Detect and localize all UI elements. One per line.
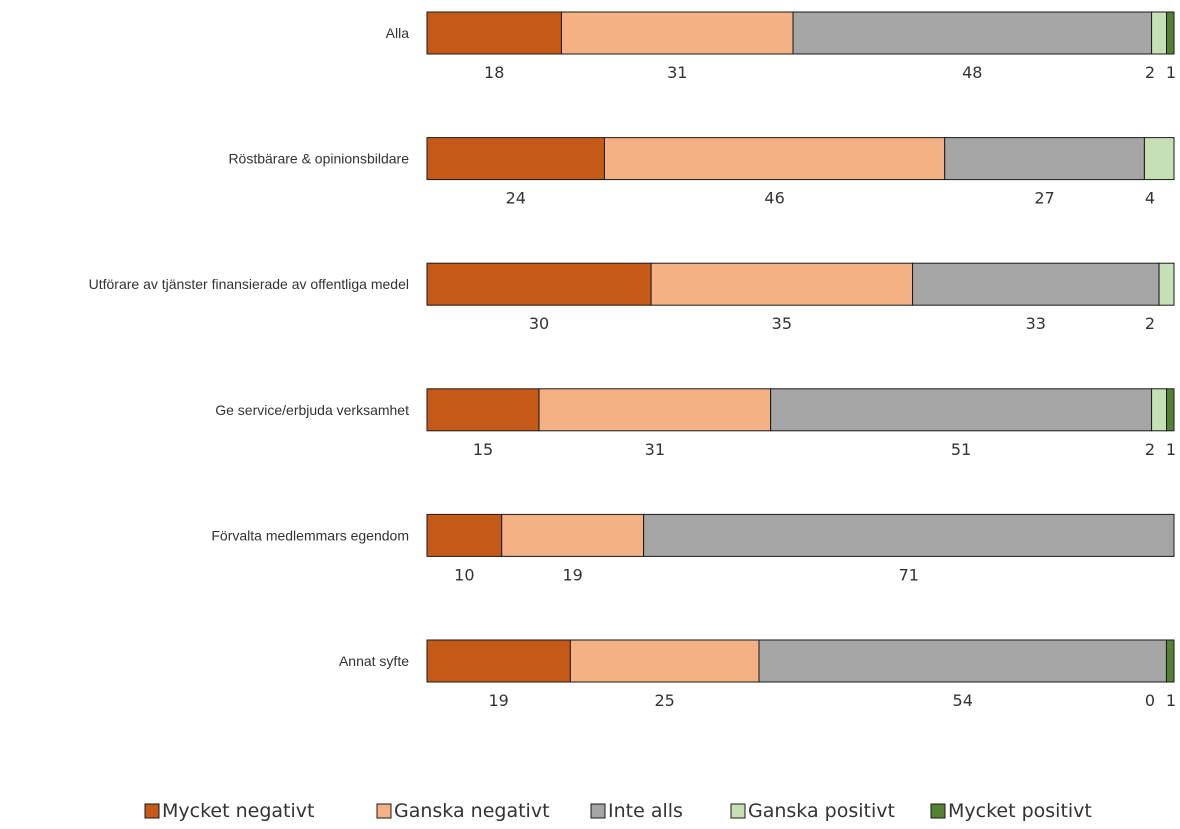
legend-label-ganska-negativt: Ganska negativt [394,800,550,822]
value-label-mycket-positivt-annat-syfte: 1 [1166,691,1176,710]
value-label-mycket-negativt-forvalta-medlemmars-egendom: 10 [454,565,474,584]
value-label-inte-alls-alla: 48 [962,63,982,82]
bar-mycket-positivt-ge-service-erbjuda-verksamhet [1166,388,1175,432]
value-label-mycket-negativt-ge-service-erbjuda-verksamhet: 15 [473,440,493,459]
value-label-mycket-negativt-annat-syfte: 19 [489,691,509,710]
value-label-mycket-negativt-utforare-av-tjanster-finansierade-av-offentliga-medel: 30 [529,314,549,333]
value-label-ganska-negativt-utforare-av-tjanster-finansierade-av-offentliga-medel: 35 [772,314,792,333]
value-label-inte-alls-utforare-av-tjanster-finansierade-av-offentliga-medel: 33 [1026,314,1046,333]
value-label-mycket-positivt-ge-service-erbjuda-verksamhet: 1 [1166,440,1176,459]
category-label-utforare-av-tjanster-finansierade-av-offentliga-medel: Utförare av tjänster finansierade av off… [89,276,409,292]
legend-swatch-ganska-negativt [376,803,392,819]
bar-ganska-negativt-annat-syfte [569,639,760,683]
legend-swatch-ganska-positivt [730,803,746,819]
value-label-inte-alls-forvalta-medlemmars-egendom: 71 [899,565,919,584]
value-label-ganska-negativt-rostbarare-opinionsbildare: 46 [764,189,784,208]
bar-mycket-positivt-alla [1166,11,1175,55]
value-label-ganska-positivt-rostbarare-opinionsbildare: 4 [1145,189,1155,208]
bar-ganska-negativt-alla [560,11,794,55]
category-label-rostbarare-opinionsbildare: Röstbärare & opinionsbildare [228,151,409,167]
category-label-forvalta-medlemmars-egendom: Förvalta medlemmars egendom [211,527,409,543]
bar-mycket-positivt-annat-syfte [1165,639,1175,683]
bar-inte-alls-ge-service-erbjuda-verksamhet [770,388,1153,432]
bar-inte-alls-rostbarare-opinionsbildare [944,137,1145,181]
value-label-ganska-positivt-alla: 2 [1145,63,1155,82]
legend-swatch-mycket-positivt [930,803,946,819]
value-label-ganska-positivt-ge-service-erbjuda-verksamhet: 2 [1145,440,1155,459]
bar-ganska-positivt-alla [1151,11,1168,55]
bar-ganska-negativt-utforare-av-tjanster-finansierade-av-offentliga-medel [650,262,914,306]
bar-mycket-negativt-ge-service-erbjuda-verksamhet [426,388,540,432]
bar-inte-alls-forvalta-medlemmars-egendom [643,513,1175,557]
bar-mycket-negativt-rostbarare-opinionsbildare [426,137,606,181]
bar-mycket-negativt-alla [426,11,562,55]
legend-label-inte-alls: Inte alls [608,800,683,822]
legend-swatch-inte-alls [590,803,606,819]
legend-label-ganska-positivt: Ganska positivt [748,800,895,822]
value-label-ganska-positivt-annat-syfte: 0 [1145,691,1155,710]
bar-ganska-positivt-utforare-av-tjanster-finansierade-av-offentliga-medel [1158,262,1175,306]
value-label-ganska-negativt-ge-service-erbjuda-verksamhet: 31 [645,440,665,459]
value-label-ganska-positivt-utforare-av-tjanster-finansierade-av-offentliga-medel: 2 [1145,314,1155,333]
value-label-mycket-negativt-rostbarare-opinionsbildare: 24 [506,189,526,208]
bar-ganska-negativt-forvalta-medlemmars-egendom [501,513,645,557]
bar-ganska-negativt-ge-service-erbjuda-verksamhet [538,388,772,432]
value-label-ganska-negativt-forvalta-medlemmars-egendom: 19 [562,565,582,584]
bar-inte-alls-annat-syfte [758,639,1167,683]
category-label-annat-syfte: Annat syfte [339,653,409,669]
bar-ganska-positivt-ge-service-erbjuda-verksamhet [1151,388,1168,432]
bar-mycket-negativt-annat-syfte [426,639,571,683]
bar-ganska-positivt-rostbarare-opinionsbildare [1143,137,1175,181]
category-label-alla: Alla [386,25,410,41]
value-label-mycket-positivt-alla: 1 [1166,63,1176,82]
category-label-ge-service-erbjuda-verksamhet: Ge service/erbjuda verksamhet [215,402,409,418]
value-label-inte-alls-ge-service-erbjuda-verksamhet: 51 [951,440,971,459]
value-label-mycket-negativt-alla: 18 [484,63,504,82]
value-label-ganska-negativt-annat-syfte: 25 [655,691,675,710]
legend-swatch-mycket-negativt [144,803,160,819]
value-label-ganska-negativt-alla: 31 [667,63,687,82]
bar-inte-alls-utforare-av-tjanster-finansierade-av-offentliga-medel [912,262,1160,306]
legend-label-mycket-negativt: Mycket negativt [162,800,314,822]
bar-mycket-negativt-forvalta-medlemmars-egendom [426,513,503,557]
value-label-inte-alls-rostbarare-opinionsbildare: 27 [1034,189,1054,208]
legend-label-mycket-positivt: Mycket positivt [948,800,1092,822]
bar-inte-alls-alla [792,11,1153,55]
bar-ganska-negativt-rostbarare-opinionsbildare [604,137,946,181]
legend: Mycket negativt Ganska negativt Inte alls G… [144,800,1092,822]
bar-mycket-negativt-utforare-av-tjanster-finansierade-av-offentliga-medel [426,262,652,306]
value-label-inte-alls-annat-syfte: 54 [953,691,973,710]
